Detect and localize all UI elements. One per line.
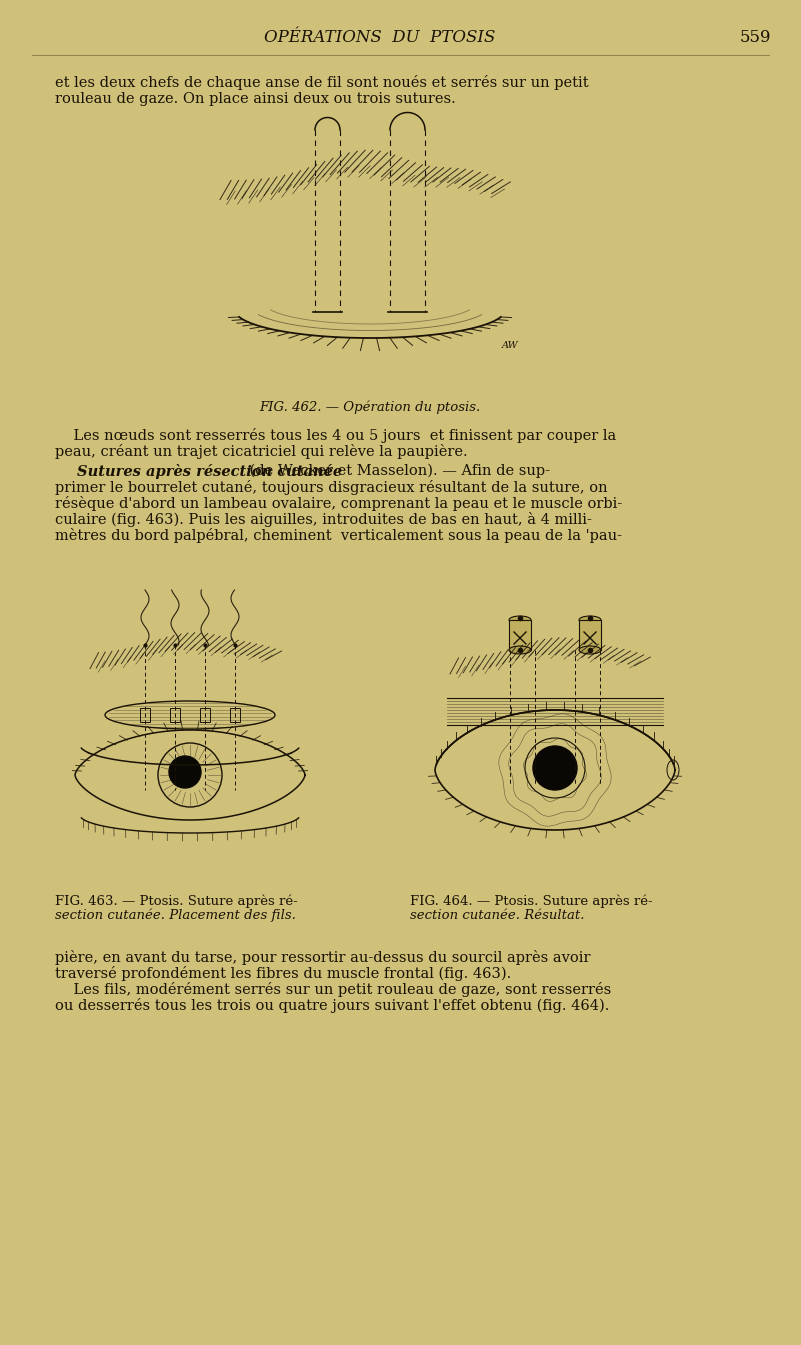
- Text: ou desserrés tous les trois ou quatre jours suivant l'effet obtenu (fig. 464).: ou desserrés tous les trois ou quatre jo…: [55, 998, 610, 1013]
- Text: rouleau de gaze. On place ainsi deux ou trois sutures.: rouleau de gaze. On place ainsi deux ou …: [55, 91, 456, 106]
- Circle shape: [169, 756, 201, 788]
- Bar: [579, 620, 601, 650]
- Text: (de Wecker et Masselon). — Afin de sup-: (de Wecker et Masselon). — Afin de sup-: [245, 464, 550, 479]
- Text: traversé profondément les fibres du muscle frontal (fig. 463).: traversé profondément les fibres du musc…: [55, 966, 511, 981]
- Text: FIG. 464. — Ptosis. Suture après ré-: FIG. 464. — Ptosis. Suture après ré-: [410, 894, 653, 908]
- Text: section cutanée. Placement des fils.: section cutanée. Placement des fils.: [55, 909, 296, 923]
- Text: Les nœuds sont resserrés tous les 4 ou 5 jours  et finissent par couper la: Les nœuds sont resserrés tous les 4 ou 5…: [55, 428, 616, 443]
- Bar: [509, 620, 531, 650]
- Text: et les deux chefs de chaque anse de fil sont noués et serrés sur un petit: et les deux chefs de chaque anse de fil …: [55, 75, 589, 90]
- Text: culaire (fig. 463). Puis les aiguilles, introduites de bas en haut, à 4 milli-: culaire (fig. 463). Puis les aiguilles, …: [55, 512, 592, 527]
- Text: peau, créant un trajet cicatriciel qui relève la paupière.: peau, créant un trajet cicatriciel qui r…: [55, 444, 468, 459]
- Text: 559: 559: [739, 30, 771, 47]
- Text: section cutanée. Résultat.: section cutanée. Résultat.: [410, 909, 585, 923]
- Text: Sutures après résection cutanée: Sutures après résection cutanée: [77, 464, 342, 479]
- Text: OPÉRATIONS  DU  PTOSIS: OPÉRATIONS DU PTOSIS: [264, 30, 496, 47]
- Bar: [140, 707, 150, 722]
- Circle shape: [533, 746, 577, 790]
- Text: mètres du bord palpébral, cheminent  verticalement sous la peau de la 'pau-: mètres du bord palpébral, cheminent vert…: [55, 529, 622, 543]
- Ellipse shape: [509, 646, 531, 654]
- Text: résèque d'abord un lambeau ovalaire, comprenant la peau et le muscle orbi-: résèque d'abord un lambeau ovalaire, com…: [55, 496, 622, 511]
- Text: FIG. 462. — Opération du ptosis.: FIG. 462. — Opération du ptosis.: [260, 399, 481, 413]
- Ellipse shape: [579, 646, 601, 654]
- Text: primer le bourrelet cutané, toujours disgracieux résultant de la suture, on: primer le bourrelet cutané, toujours dis…: [55, 480, 608, 495]
- Ellipse shape: [579, 616, 601, 624]
- Text: pière, en avant du tarse, pour ressortir au-dessus du sourcil après avoir: pière, en avant du tarse, pour ressortir…: [55, 950, 590, 964]
- Bar: [170, 707, 180, 722]
- Bar: [200, 707, 210, 722]
- Ellipse shape: [667, 760, 679, 780]
- Text: FIG. 463. — Ptosis. Suture après ré-: FIG. 463. — Ptosis. Suture après ré-: [55, 894, 298, 908]
- Bar: [230, 707, 240, 722]
- Text: Les fils, modérément serrés sur un petit rouleau de gaze, sont resserrés: Les fils, modérément serrés sur un petit…: [55, 982, 611, 997]
- Text: AW: AW: [501, 340, 518, 350]
- Ellipse shape: [509, 616, 531, 624]
